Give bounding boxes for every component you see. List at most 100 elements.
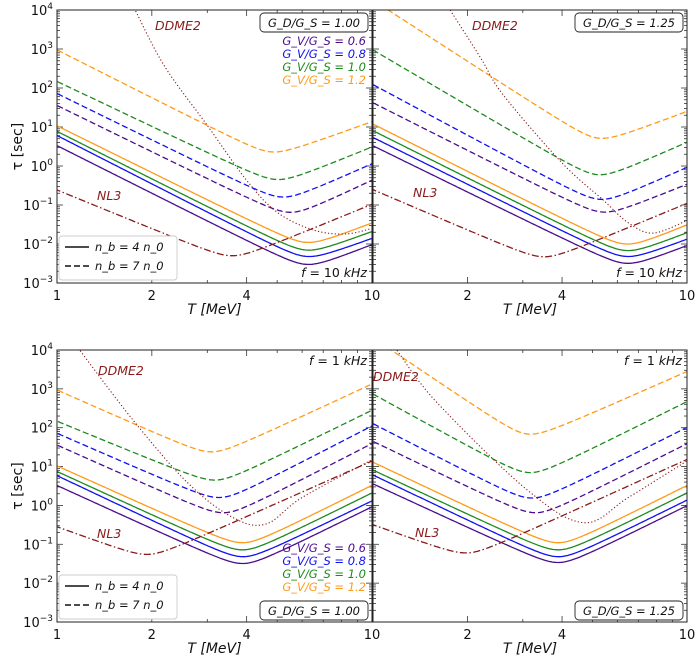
series-line	[390, 350, 687, 435]
ratio-label: G_D/G_S = 1.25	[583, 16, 675, 30]
gv-legend-entry: G_V/G_S = 0.6	[282, 541, 366, 555]
series-line	[57, 144, 372, 266]
series-line	[373, 145, 687, 264]
y-tick-label: 10−2	[23, 236, 53, 253]
gv-legend-entry: G_V/G_S = 0.8	[282, 47, 366, 61]
gv-legend-entry: G_V/G_S = 1.2	[282, 73, 366, 87]
y-tick-label: 102	[31, 420, 53, 437]
axis-ticks	[372, 349, 688, 623]
x-tick-label: 1	[53, 628, 61, 643]
ddme2-label: DDME2	[373, 369, 419, 384]
ddme2-label: DDME2	[155, 18, 201, 33]
x-tick-label: 4	[558, 628, 566, 643]
series-line	[57, 104, 372, 213]
series-line	[373, 461, 687, 544]
y-tick-label: 10−1	[23, 197, 53, 214]
series-line	[373, 483, 687, 564]
series-line	[373, 469, 687, 551]
ratio-label: G_D/G_S = 1.00	[268, 16, 360, 30]
series-line	[373, 49, 687, 176]
series-group	[373, 350, 687, 564]
x-tick-label: 2	[463, 628, 471, 643]
series-line	[57, 465, 372, 544]
series-line	[373, 474, 687, 558]
x-tick-label: 10	[364, 628, 381, 643]
gv-legend-entry: G_V/G_S = 1.0	[282, 567, 366, 581]
y-axis-label: τ [sec]	[10, 462, 26, 509]
x-tick-label: 2	[463, 289, 471, 304]
panel-top-left: 1 2 4 10 104 103 102 101 100 10−1 10−2 10−3 T [MeV] τ…	[10, 2, 381, 318]
series-line	[57, 460, 372, 556]
series-line	[57, 484, 372, 565]
nl3-label: NL3	[97, 188, 121, 203]
x-tick-label: 10	[364, 289, 381, 304]
y-tick-label: 101	[31, 119, 53, 136]
series-line	[57, 474, 372, 558]
series-line	[373, 101, 687, 213]
plot-frame	[372, 9, 688, 284]
series-line	[57, 425, 372, 499]
y-axis-label: τ [sec]	[10, 123, 26, 170]
series-line	[57, 470, 372, 551]
y-tick-label: 103	[31, 381, 53, 398]
series-line	[386, 10, 687, 139]
series-line	[373, 440, 687, 514]
x-axis-label: T [MeV]	[187, 302, 241, 318]
y-tick-label: 101	[31, 459, 53, 476]
y-tick-label: 103	[31, 41, 53, 58]
frequency-label: f = 10 kHz	[301, 265, 367, 280]
x-tick-label: 2	[148, 289, 156, 304]
y-tick-label: 100	[31, 497, 54, 514]
y-tick-label: 102	[31, 80, 53, 97]
panel-top-right: 2 4 10 T [MeV] DDME2 NL3 f = 10 kHz G_D/G_S = 1…	[372, 9, 696, 318]
gv-legend-entry: G_V/G_S = 1.2	[282, 580, 366, 594]
ratio-label: G_D/G_S = 1.00	[268, 604, 360, 618]
x-tick-label: 2	[148, 628, 156, 643]
series-line	[57, 383, 372, 453]
x-axis-label: T [MeV]	[187, 641, 241, 657]
frequency-label: f = 1 kHz	[309, 353, 367, 368]
ratio-box	[574, 600, 684, 621]
series-group	[57, 10, 372, 266]
nl3-label: NL3	[413, 185, 437, 200]
series-line	[373, 458, 687, 554]
series-line	[57, 130, 372, 251]
series-line	[373, 136, 687, 258]
plot-frame	[56, 9, 373, 284]
ddme2-label: DDME2	[472, 18, 518, 33]
x-tick-label: 4	[558, 289, 566, 304]
x-tick-label: 4	[243, 289, 251, 304]
gv-legend-entry: G_V/G_S = 0.6	[282, 34, 366, 48]
nb-legend-entry: n_b = 4 n_0	[95, 579, 164, 593]
series-line	[57, 134, 372, 258]
nb-legend-entry: n_b = 7 n_0	[95, 598, 164, 612]
nl3-label: NL3	[97, 526, 121, 541]
series-line	[57, 49, 372, 153]
frequency-label: f = 1 kHz	[624, 353, 682, 368]
x-tick-label: 10	[679, 628, 696, 643]
x-tick-label: 10	[679, 289, 696, 304]
x-axis-label: T [MeV]	[503, 641, 557, 657]
ddme2-label: DDME2	[98, 363, 144, 378]
ratio-label: G_D/G_S = 1.25	[583, 604, 675, 618]
series-line	[57, 80, 372, 181]
ratio-box	[259, 600, 369, 621]
y-tick-label: 104	[31, 342, 54, 359]
panel-bottom-left: 1 2 4 10 104 103 102 101 100 10−1 10−2 10−3 T [MeV] τ…	[10, 342, 381, 657]
panel-bottom-right: 2 4 10 T [MeV] DDME2 NL3 f = 1 kHz G_D/G_S = 1.…	[372, 349, 696, 657]
nb-legend-entry: n_b = 7 n_0	[95, 259, 164, 273]
y-tick-label: 100	[31, 158, 54, 175]
series-line	[373, 188, 687, 258]
x-axis-label: T [MeV]	[503, 302, 557, 318]
series-line	[449, 10, 687, 234]
series-line	[373, 129, 687, 252]
series-line	[57, 189, 372, 257]
series-group	[373, 10, 687, 264]
y-tick-label: 10−3	[23, 275, 53, 292]
frequency-label: f = 10 kHz	[616, 265, 682, 280]
x-tick-label: 1	[53, 289, 61, 304]
series-line	[373, 393, 687, 474]
series-line	[57, 125, 372, 244]
